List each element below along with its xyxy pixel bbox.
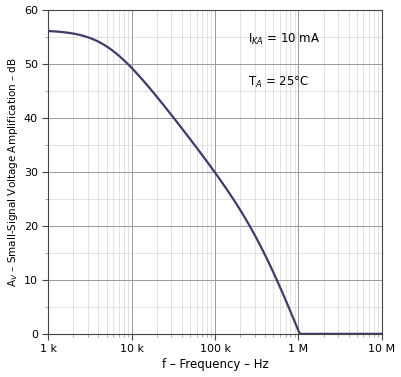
- Text: I$_{KA}$ = 10 mA: I$_{KA}$ = 10 mA: [249, 32, 321, 48]
- X-axis label: f – Frequency – Hz: f – Frequency – Hz: [162, 359, 268, 371]
- Text: T$_{A}$ = 25°C: T$_{A}$ = 25°C: [249, 74, 310, 89]
- Y-axis label: A$_V$ – Small-Signal Voltage Amplification – dB: A$_V$ – Small-Signal Voltage Amplificati…: [6, 57, 20, 287]
